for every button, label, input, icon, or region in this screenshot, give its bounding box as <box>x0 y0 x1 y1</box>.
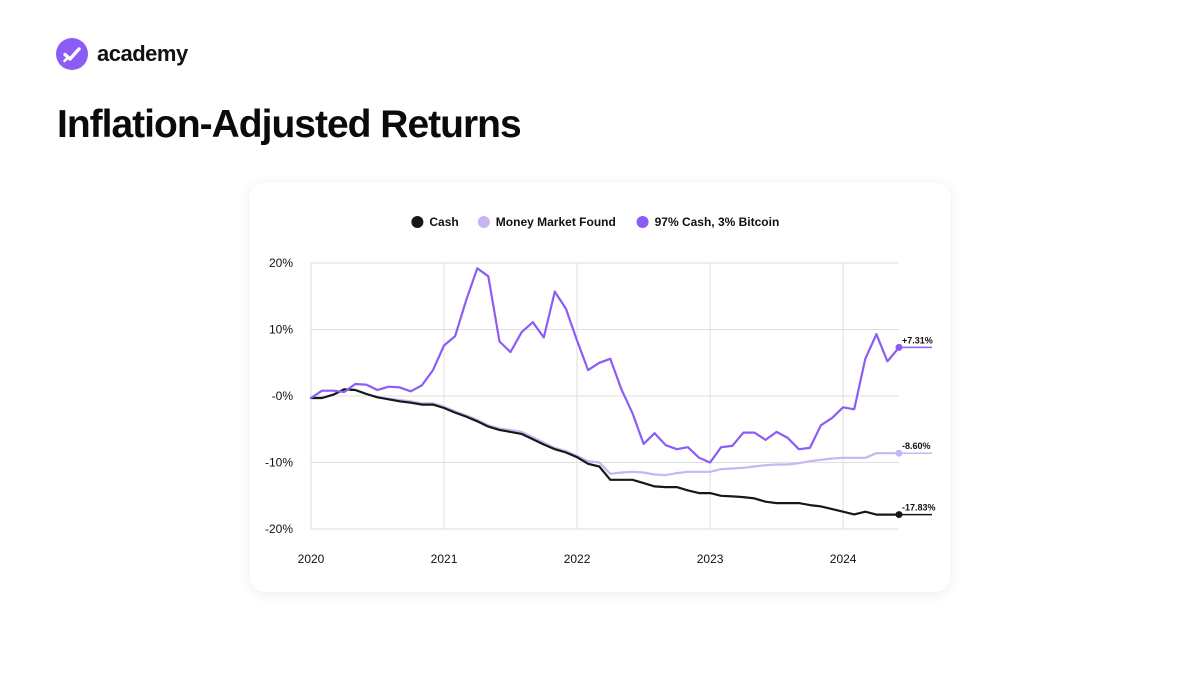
x-tick-label: 2021 <box>431 552 458 566</box>
legend-marker <box>477 216 490 228</box>
end-value-label: -8.60% <box>902 441 931 451</box>
check-badge-icon <box>56 38 88 70</box>
x-tick-label: 2020 <box>298 552 325 566</box>
x-tick-label: 2023 <box>697 552 724 566</box>
series-line <box>309 388 901 516</box>
series-line <box>309 267 901 464</box>
brand-name: academy <box>97 41 188 66</box>
brand: academy <box>56 38 188 70</box>
x-tick-label: 2022 <box>564 552 591 566</box>
legend-marker <box>411 216 424 228</box>
series-line <box>309 388 901 477</box>
y-tick-label: 10% <box>269 323 293 337</box>
y-tick-label: 20% <box>269 256 293 270</box>
legend-marker <box>636 216 649 228</box>
x-tick-label: 2024 <box>830 552 857 566</box>
page-title: Inflation-Adjusted Returns <box>57 103 522 146</box>
end-value-label: -17.83% <box>902 503 936 513</box>
chart-card: 20% 10% -0% -10% -20% 2020 2021 2022 2023 2024 Cas… <box>249 182 951 592</box>
legend-label: Money Market Found <box>496 215 616 229</box>
y-tick-label: -0% <box>272 389 294 403</box>
legend-label: 97% Cash, 3% Bitcoin <box>655 215 780 229</box>
end-value-label: +7.31% <box>902 335 933 345</box>
line-chart: 20% 10% -0% -10% -20% 2020 2021 2022 2023 2024 Cas… <box>265 215 936 566</box>
legend-label: Cash <box>429 215 458 229</box>
y-tick-label: -10% <box>265 456 293 470</box>
y-tick-label: -20% <box>265 522 293 536</box>
